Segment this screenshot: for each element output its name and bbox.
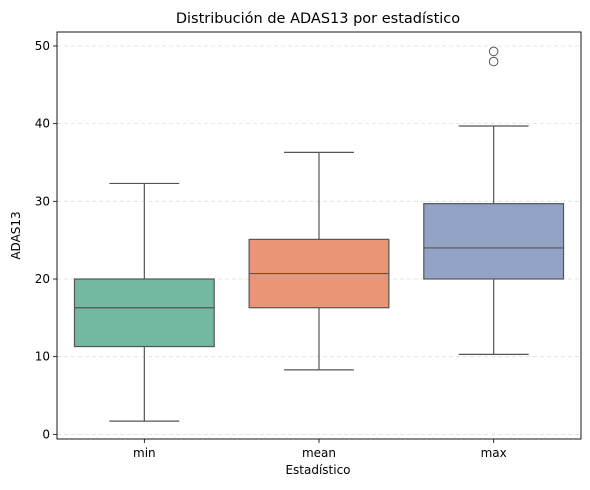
y-tick-label: 0 — [42, 427, 50, 441]
iqr-box — [73, 278, 215, 348]
outlier-point — [488, 46, 499, 57]
y-tick-label: 20 — [35, 272, 50, 286]
y-axis: 0 10 20 30 40 50 — [35, 39, 57, 441]
y-tick-label: 30 — [35, 194, 50, 208]
iqr-box — [423, 203, 565, 280]
x-tick-label: min — [133, 446, 156, 460]
outlier-point — [488, 56, 499, 67]
x-axis: min mean max — [133, 439, 507, 460]
box-min — [73, 182, 215, 422]
y-tick-label: 50 — [35, 39, 50, 53]
box-mean — [248, 151, 390, 371]
boxes-layer — [73, 46, 565, 422]
y-axis-label: ADAS13 — [9, 211, 23, 259]
chart-title: Distribución de ADAS13 por estadístico — [176, 11, 460, 27]
x-tick-label: mean — [302, 446, 336, 460]
x-axis-label: Estadístico — [285, 463, 350, 477]
box-max — [423, 46, 565, 355]
x-tick-label: max — [481, 446, 507, 460]
y-tick-label: 40 — [35, 117, 50, 131]
y-tick-label: 10 — [35, 350, 50, 364]
